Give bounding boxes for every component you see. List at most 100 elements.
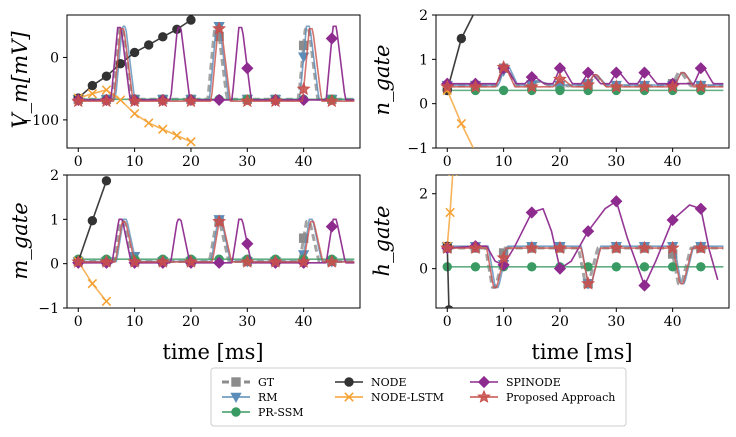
legend-marker-rm [230, 392, 242, 404]
xtick-label: 0 [443, 154, 452, 170]
marker-spinode-m [241, 237, 254, 250]
series-proposed-h [447, 247, 724, 289]
xtick-label: 20 [551, 314, 569, 330]
marker-node-vm [101, 71, 112, 81]
marker-node-vm [115, 59, 126, 69]
marker-proposed-m [184, 254, 198, 268]
marker-nodelstm-vm [115, 95, 126, 105]
ylabel-m: m_gate [8, 202, 32, 279]
xtick-label: 0 [74, 154, 83, 170]
ticks-h: 0 10 20 30 40 0 2 [419, 187, 681, 330]
marker-nodelstm-m [101, 296, 112, 307]
marker-proposed-vm [268, 93, 283, 108]
panel-m: 0 10 20 30 40 −1 0 1 2 m_gate [8, 168, 361, 330]
marker-node-m [87, 215, 98, 226]
legend-marker-proposed [477, 389, 491, 403]
marker-proposed-m [240, 254, 255, 268]
marker-proposed-m [155, 254, 170, 268]
legend-label-prssm: PR-SSM [258, 406, 304, 419]
ylabel-n: n_gate [370, 45, 394, 116]
series-node-n [446, 15, 475, 91]
marker-prssm-h [470, 262, 481, 272]
marker-proposed-vm [296, 81, 311, 96]
xtick-label: 10 [126, 154, 144, 170]
marker-proposed-h [581, 276, 596, 290]
marker-spinode-vm [213, 93, 226, 107]
marker-proposed-n [609, 79, 624, 93]
marker-node-vm [186, 15, 196, 25]
marker-node-vm [87, 80, 98, 91]
marker-proposed-n [581, 77, 596, 91]
marker-nodelstm-h [445, 207, 455, 218]
ytick-label: 1 [419, 52, 428, 68]
marker-proposed-n [665, 79, 680, 93]
marker-spinode-vm [325, 32, 338, 45]
marker-proposed-h [665, 240, 680, 254]
marker-node-vm [129, 47, 140, 58]
legend-marker-prssm [231, 407, 241, 417]
marker-spinode-vm [297, 93, 310, 107]
marker-prssm-h [611, 262, 622, 272]
marker-spinode-h [666, 213, 679, 227]
xtick-label: 40 [664, 314, 682, 330]
marker-proposed-vm [212, 21, 227, 35]
ytick-label: 0 [419, 262, 428, 278]
series-proposed-vm [78, 27, 355, 102]
series-gt-n [447, 66, 724, 88]
marker-spinode-vm [241, 62, 254, 75]
axes-frame-h [435, 174, 730, 309]
marker-prssm-n [555, 85, 565, 96]
marker-spinode-h [525, 206, 538, 219]
xtick-label: 10 [126, 314, 144, 330]
series-proposed-m [78, 220, 355, 263]
xtick-label: 10 [495, 154, 513, 170]
legend-label-proposed: Proposed Approach [506, 391, 615, 404]
marker-nodelstm-vm [143, 118, 154, 128]
legend-marker-gt [231, 377, 241, 387]
marker-proposed-m [212, 214, 227, 228]
ticks-vm: 0 10 20 30 40 −100 0 [21, 50, 313, 170]
marker-proposed-vm [99, 93, 114, 108]
ytick-label: 2 [419, 8, 428, 24]
ytick-label: 0 [419, 97, 428, 113]
marker-proposed-n [496, 60, 511, 74]
panel-n: 0 10 20 30 40 −1 0 1 2 n_gate [370, 8, 730, 170]
plot-area-vm [71, 15, 355, 147]
marker-proposed-vm [71, 93, 86, 108]
xtick-label: 40 [295, 154, 313, 170]
marker-spinode-m [213, 256, 226, 269]
marker-node-m [101, 176, 112, 186]
ytick-label: 2 [50, 168, 59, 184]
marker-proposed-vm [184, 93, 198, 108]
plot-area-m [71, 176, 355, 307]
xtick-label: 20 [551, 154, 569, 170]
marker-nodelstm-vm [129, 108, 140, 119]
ytick-label: 0 [50, 50, 59, 66]
xlabel-left: time [ms] [162, 340, 263, 364]
legend: GT RM PR-SSM NODE NODE-LSTM SPINODE Proposed A… [210, 367, 627, 427]
marker-proposed-m [268, 254, 283, 268]
marker-proposed-n [524, 79, 539, 93]
marker-node-n [456, 33, 467, 44]
series-nodelstm-h [446, 175, 454, 247]
marker-proposed-h [693, 240, 708, 254]
marker-proposed-h [440, 240, 455, 254]
marker-proposed-h [637, 240, 652, 254]
series-node-h [446, 246, 450, 308]
marker-spinode-n [553, 62, 567, 75]
ylabel-h: h_gate [370, 206, 394, 277]
marker-proposed-m [324, 254, 339, 268]
marker-nodelstm-vm [158, 124, 168, 134]
series-nodelstm-m [77, 261, 108, 302]
xtick-label: 30 [607, 154, 625, 170]
xtick-label: 30 [238, 314, 256, 330]
marker-proposed-n [553, 71, 567, 86]
marker-proposed-h [524, 240, 539, 254]
panel-h: 0 10 20 30 40 0 2 h_gate [370, 174, 730, 330]
legend-label-node: NODE [371, 376, 407, 389]
axes-frame-m [66, 174, 361, 309]
marker-spinode-n [638, 66, 651, 79]
marker-proposed-vm [324, 93, 339, 108]
ylabel-vm: V_m[mV] [8, 31, 32, 129]
